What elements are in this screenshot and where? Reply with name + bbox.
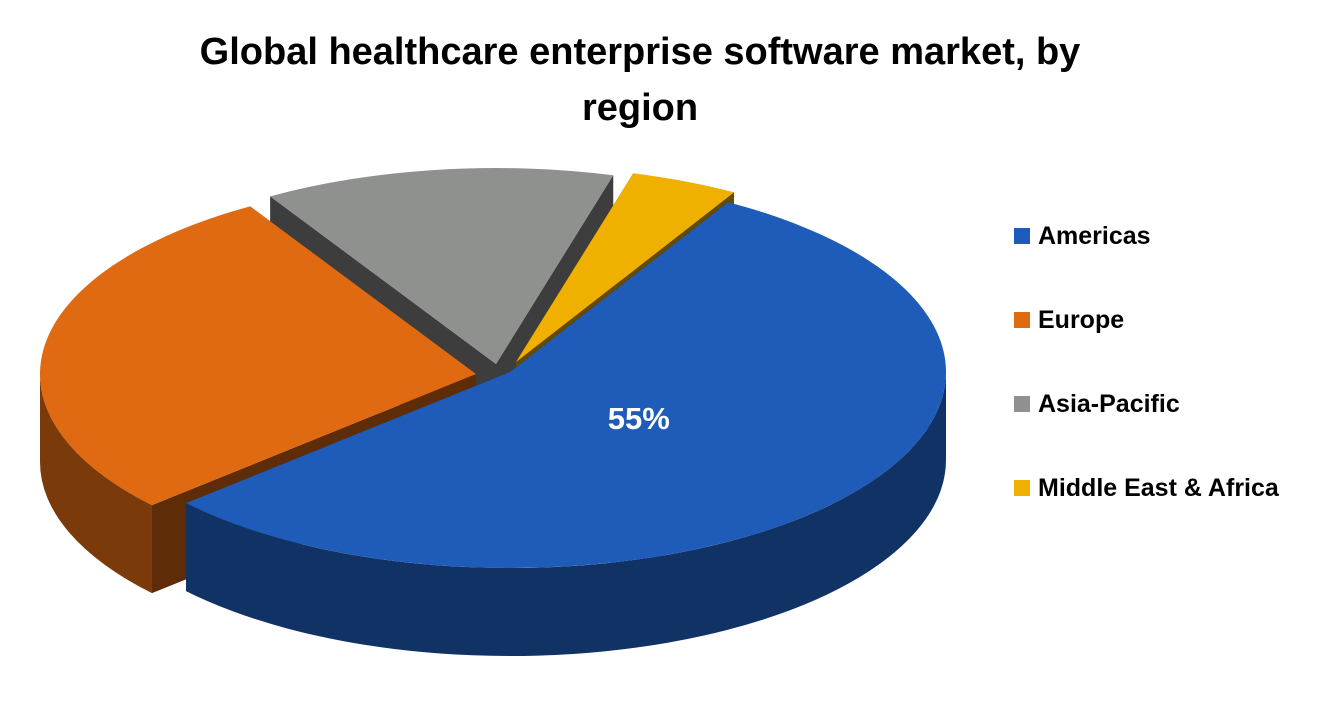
legend-item-europe: Europe bbox=[1014, 302, 1279, 338]
legend-label-europe: Europe bbox=[1038, 305, 1125, 334]
legend-item-asia-pacific: Asia-Pacific bbox=[1014, 386, 1279, 422]
pie-slice-middle-east-africa bbox=[516, 173, 734, 362]
data-label-americas: 55% bbox=[608, 401, 670, 436]
legend-label-americas: Americas bbox=[1038, 221, 1151, 250]
legend: Americas Europe Asia-Pacific Middle East… bbox=[1014, 218, 1279, 554]
legend-swatch-asia-pacific bbox=[1014, 396, 1030, 412]
pie-slice-americas bbox=[185, 202, 947, 568]
legend-swatch-americas bbox=[1014, 228, 1030, 244]
legend-label-asia-pacific: Asia-Pacific bbox=[1038, 389, 1180, 418]
pie-slice-europe bbox=[39, 206, 476, 506]
legend-item-americas: Americas bbox=[1014, 218, 1279, 254]
legend-swatch-middle-east-africa bbox=[1014, 480, 1030, 496]
legend-swatch-europe bbox=[1014, 312, 1030, 328]
chart-title: Global healthcare enterprise software ma… bbox=[110, 24, 1170, 136]
pie-slice-asia-pacific bbox=[270, 168, 614, 364]
pie-outer-wall-americas-0 bbox=[185, 372, 946, 656]
pie-outer-wall-europe-0 bbox=[40, 374, 152, 594]
chart-title-line-1: Global healthcare enterprise software ma… bbox=[199, 31, 1081, 73]
legend-label-middle-east-africa: Middle East & Africa bbox=[1038, 473, 1279, 502]
legend-item-middle-east-africa: Middle East & Africa bbox=[1014, 470, 1279, 506]
chart-title-line-2: region bbox=[581, 87, 699, 129]
pie-top-faces bbox=[39, 168, 947, 568]
